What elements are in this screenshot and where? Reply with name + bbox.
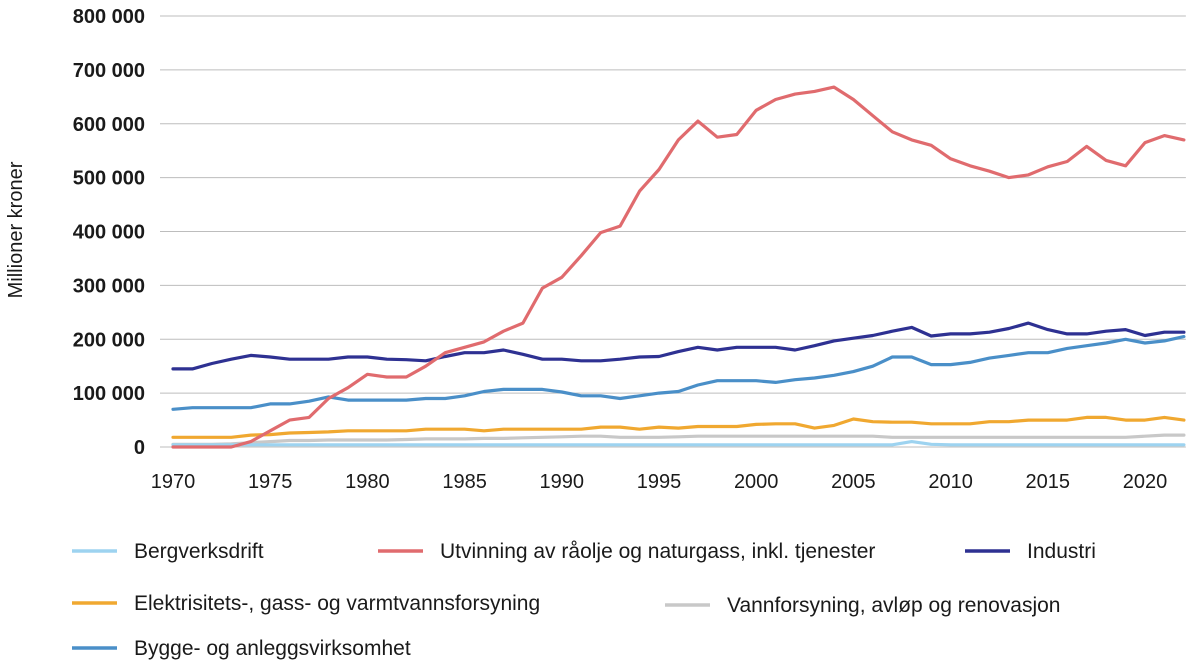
legend-item: Vannforsyning, avløp og renovasjon	[665, 594, 1060, 617]
y-axis-label: Millioner kroner	[5, 161, 27, 298]
x-tick-label: 1990	[540, 471, 585, 493]
series-line-5	[171, 335, 1186, 411]
series-line-2	[171, 321, 1186, 371]
x-tick-label: 2005	[831, 471, 876, 493]
x-tick-label: 2000	[734, 471, 779, 493]
legend-item: Bergverksdrift	[72, 540, 264, 563]
legend-label: Vannforsyning, avløp og renovasjon	[727, 594, 1060, 617]
y-tick-label: 800 000	[73, 6, 145, 28]
x-tick-label: 1995	[637, 471, 682, 493]
x-tick-label: 1975	[248, 471, 293, 493]
y-axis-ticks: 0 100 000 200 000 300 000 400 000 500 000 600 …	[73, 6, 145, 459]
series-line-4	[171, 433, 1186, 446]
legend-label: Utvinning av råolje og naturgass, inkl. …	[440, 540, 875, 563]
x-tick-label: 2010	[928, 471, 973, 493]
legend-item: Elektrisitets-, gass- og varmtvannsforsy…	[72, 592, 540, 615]
y-tick-label: 400 000	[73, 222, 145, 244]
y-tick-label: 0	[134, 437, 145, 459]
x-tick-label: 2015	[1026, 471, 1071, 493]
y-tick-label: 700 000	[73, 60, 145, 82]
x-tick-label: 1970	[151, 471, 196, 493]
series-line-0	[171, 440, 1186, 447]
y-tick-label: 100 000	[73, 383, 145, 405]
y-tick-label: 200 000	[73, 329, 145, 351]
legend-item: Bygge- og anleggsvirksomhet	[72, 637, 411, 660]
y-tick-label: 600 000	[73, 114, 145, 136]
legend-item: Industri	[965, 540, 1096, 563]
legend-label: Bygge- og anleggsvirksomhet	[134, 637, 411, 660]
x-tick-label: 2020	[1123, 471, 1168, 493]
legend-item: Utvinning av råolje og naturgass, inkl. …	[378, 540, 875, 563]
legend-label: Industri	[1027, 540, 1096, 563]
legend: Bergverksdrift Utvinning av råolje og nat…	[72, 540, 1096, 660]
legend-label: Elektrisitets-, gass- og varmtvannsforsy…	[134, 592, 540, 615]
series-lines	[171, 85, 1186, 449]
x-tick-label: 1980	[345, 471, 390, 493]
series-line-3	[171, 415, 1186, 439]
y-tick-label: 500 000	[73, 168, 145, 190]
legend-label: Bergverksdrift	[134, 540, 264, 563]
series-line-1	[171, 85, 1186, 449]
x-axis-ticks: 1970 1975 1980 1985 1990 1995 2000 2005 2010 2015…	[151, 471, 1168, 493]
y-tick-label: 300 000	[73, 275, 145, 297]
x-tick-label: 1985	[442, 471, 487, 493]
gridlines	[160, 15, 1186, 448]
